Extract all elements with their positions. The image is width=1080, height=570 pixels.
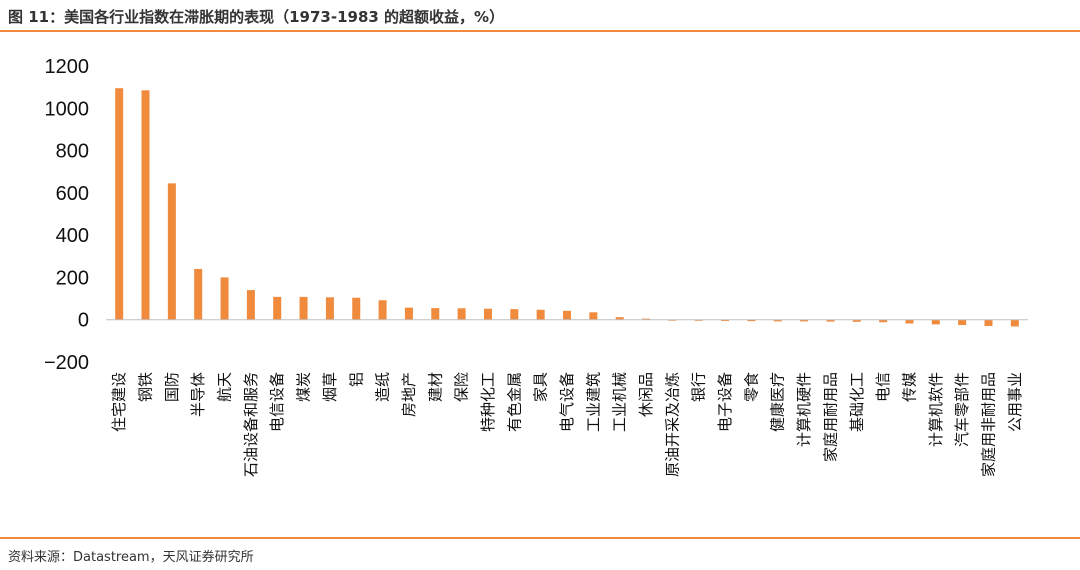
x-tick-label: 工业机械 [611,372,629,432]
bar [299,296,308,320]
x-tick-label: 有色金属 [505,372,523,432]
bar [589,312,598,320]
bar [879,319,888,323]
bar [773,319,782,322]
bar [273,296,282,320]
bar [747,319,756,322]
y-tick-label: 1000 [45,98,90,120]
bar [800,319,809,322]
x-tick-label: 电子设备 [716,372,734,432]
x-tick-label: 住宅建设 [110,372,128,432]
bar [246,290,255,320]
x-tick-label: 建材 [426,372,444,402]
x-tick-label: 工业建筑 [584,372,602,432]
x-tick-label: 休闲品 [637,372,655,417]
x-tick-label: 房地产 [400,372,418,417]
x-tick-label: 造纸 [374,372,392,402]
bar [536,309,545,320]
bar [115,88,124,320]
bar [931,319,940,325]
bar [694,319,703,321]
bar [1010,319,1019,327]
bar [721,319,730,321]
bar [905,319,914,324]
page-title: 图 11：美国各行业指数在滞胀期的表现（1973-1983 的超额收益，%） [8,8,505,26]
x-tick-label: 半导体 [189,372,207,417]
y-tick-label: 200 [56,267,89,289]
bar [510,309,519,320]
bar [615,317,624,320]
x-tick-label: 零食 [742,372,760,402]
bar [167,183,176,320]
y-tick-label: 1200 [45,56,90,78]
x-tick-label: 基础化工 [848,372,866,432]
x-tick-label: 银行 [690,372,708,402]
x-tick-label: 航天 [216,372,234,402]
bar [220,277,229,320]
bar [141,90,150,320]
y-tick-label: 800 [56,141,89,163]
x-tick-label: 计算机硬件 [795,372,813,447]
x-tick-label: 原油开采及冶炼 [663,372,681,477]
x-tick-label: 电信 [874,372,892,402]
bar [984,319,993,327]
y-tick-label: 400 [56,225,89,247]
x-tick-label: 国防 [163,372,181,402]
x-tick-label: 家庭用非耐用品 [979,372,997,477]
bar [642,318,651,320]
x-tick-label: 石油设备和服务 [242,372,260,477]
x-tick-label: 特种化工 [479,372,497,432]
bar [431,308,440,320]
x-tick-label: 电信设备 [268,372,286,432]
bar [826,319,835,322]
source-note: 资料来源：Datastream，天风证券研究所 [8,550,254,565]
bar [404,307,413,320]
y-tick-label: 600 [56,183,89,205]
bottom-divider [0,537,1080,539]
bar [563,310,571,320]
bar [194,268,203,320]
bar [325,297,334,320]
x-tick-label: 计算机软件 [927,372,945,447]
bar [852,319,861,322]
x-tick-label: 健康医疗 [769,372,787,432]
x-tick-label: 公用事业 [1006,372,1024,432]
bar [378,300,387,320]
x-tick-label: 保险 [453,372,471,402]
top-divider [0,30,1080,32]
x-tick-label: 家庭用耐用品 [821,372,839,462]
bar [457,308,466,320]
x-tick-label: 传媒 [900,372,918,402]
x-tick-label: 烟草 [321,372,339,402]
bar [958,319,967,325]
y-tick-label: 0 [78,310,89,332]
bar [483,308,492,320]
x-tick-label: 电气设备 [558,372,576,432]
y-tick-label: −200 [44,352,89,374]
x-tick-label: 家具 [532,372,550,402]
bar-chart: −200 0 200 400 600 800 1000 1200 住宅建设 钢铁 国防 半导体 航天 石油… [44,56,1028,477]
x-tick-label: 煤炭 [295,372,313,402]
x-tick-label: 钢铁 [137,372,155,402]
x-tick-label: 铝 [347,372,365,387]
bar [352,297,361,320]
x-tick-label: 汽车零部件 [953,372,971,447]
